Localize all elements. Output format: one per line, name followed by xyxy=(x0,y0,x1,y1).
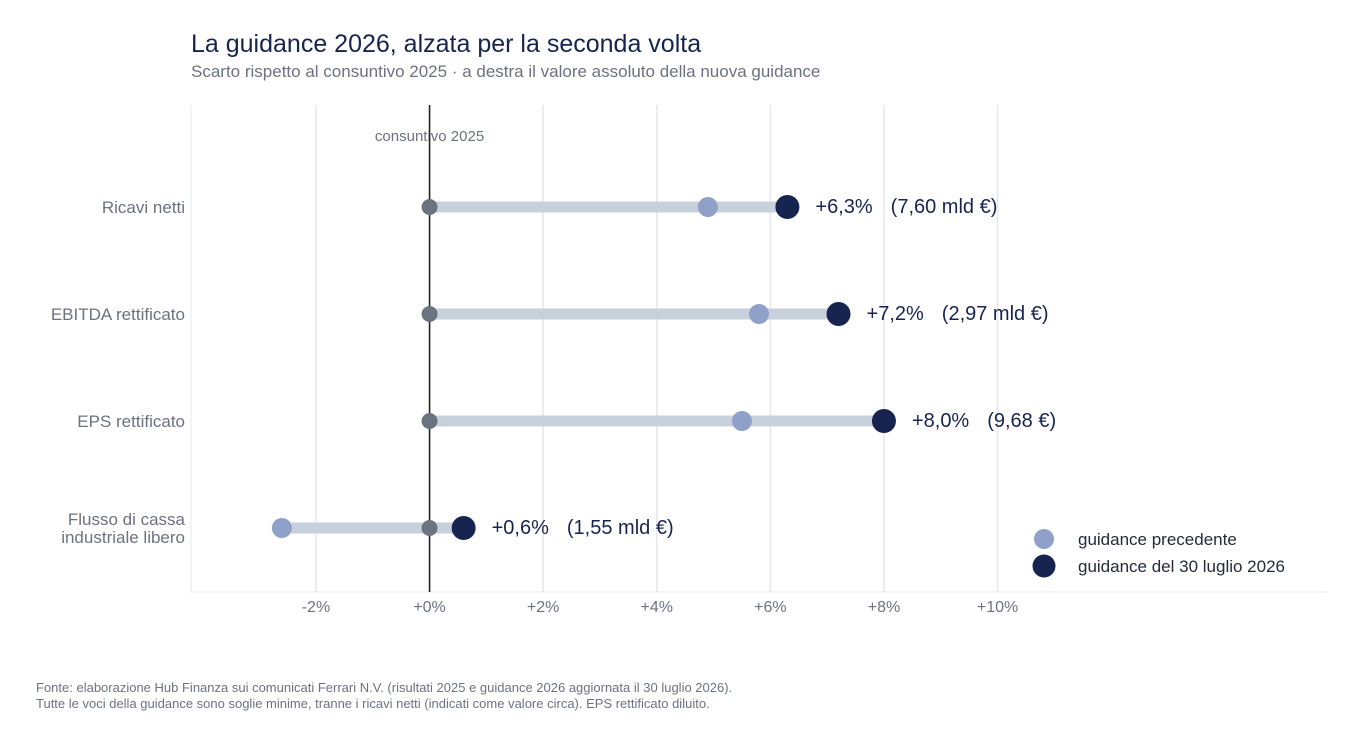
x-tick-label: +10% xyxy=(977,599,1018,616)
baseline-dot xyxy=(421,413,438,429)
pct-change-label: +8,0% xyxy=(912,410,969,432)
baseline-dot xyxy=(421,199,438,215)
category-label: Flusso di cassa industriale libero xyxy=(61,510,185,547)
legend-marker-previous xyxy=(1034,529,1054,549)
legend-label-current: guidance del 30 luglio 2026 xyxy=(1078,557,1285,576)
category-label: EBITDA rettificato xyxy=(51,305,185,324)
current-guidance-dot xyxy=(451,516,476,540)
footer-source: Fonte: elaborazione Hub Finanza sui comu… xyxy=(36,680,733,695)
previous-guidance-dot xyxy=(697,197,718,217)
category-label-line: Ricavi netti xyxy=(102,198,185,217)
previous-guidance-dot xyxy=(271,518,292,538)
chart-title: La guidance 2026, alzata per la seconda … xyxy=(191,30,702,58)
x-tick-label: +2% xyxy=(527,599,559,616)
pct-change-label: +7,2% xyxy=(867,303,924,325)
baseline-dot xyxy=(421,520,438,536)
previous-guidance-dot xyxy=(749,304,769,324)
footer-note: Tutte le voci della guidance sono soglie… xyxy=(36,696,710,711)
previous-guidance-dot xyxy=(731,411,752,431)
x-tick-label: +8% xyxy=(868,599,900,616)
absolute-value-label: (1,55 mld €) xyxy=(567,517,674,539)
chart-footer: Fonte: elaborazione Hub Finanza sui comu… xyxy=(36,680,732,712)
pct-change-label: +6,3% xyxy=(815,196,872,218)
current-guidance-dot xyxy=(775,195,800,219)
current-guidance-dot xyxy=(826,302,851,326)
current-guidance-dot xyxy=(871,409,896,433)
pct-change-label: +0,6% xyxy=(492,517,549,539)
category-label: EPS rettificato xyxy=(77,412,185,431)
x-tick-label: +6% xyxy=(754,599,786,616)
category-label: Ricavi netti xyxy=(102,198,185,217)
category-label-line: EPS rettificato xyxy=(77,412,185,431)
category-label-line: EBITDA rettificato xyxy=(51,305,185,324)
absolute-value-label: (9,68 €) xyxy=(987,410,1056,432)
chart-subtitle: Scarto rispetto al consuntivo 2025 · a d… xyxy=(191,62,821,81)
category-label-line: industriale libero xyxy=(61,528,185,547)
legend-marker-current xyxy=(1032,554,1056,578)
absolute-value-label: (2,97 mld €) xyxy=(942,303,1049,325)
absolute-value-label: (7,60 mld €) xyxy=(891,196,998,218)
x-tick-label: +4% xyxy=(641,599,673,616)
x-tick-label: +0% xyxy=(413,599,445,616)
category-label-line: Flusso di cassa xyxy=(68,510,186,529)
legend-label-previous: guidance precedente xyxy=(1078,530,1237,549)
baseline-dot xyxy=(421,306,438,322)
x-tick-label: -2% xyxy=(302,599,330,616)
